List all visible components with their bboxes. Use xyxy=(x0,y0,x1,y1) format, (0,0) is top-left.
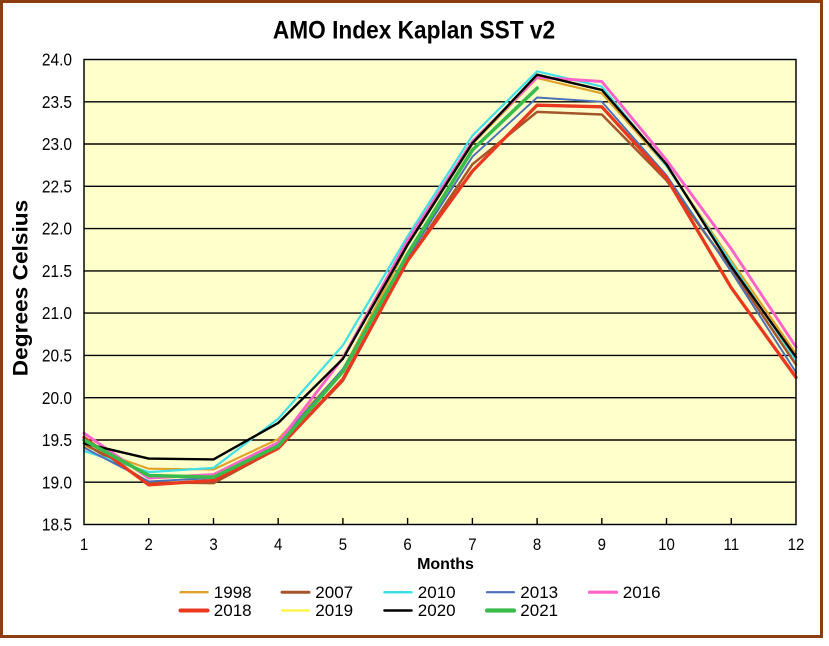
svg-text:10: 10 xyxy=(658,536,675,554)
svg-text:23.0: 23.0 xyxy=(42,134,72,154)
svg-text:2018: 2018 xyxy=(214,601,252,620)
svg-text:Months: Months xyxy=(417,556,474,573)
svg-text:22.5: 22.5 xyxy=(42,177,72,197)
svg-text:9: 9 xyxy=(598,536,607,554)
svg-text:19.5: 19.5 xyxy=(42,430,72,450)
svg-text:8: 8 xyxy=(533,536,542,554)
svg-text:3: 3 xyxy=(209,536,218,554)
svg-text:1: 1 xyxy=(80,536,89,554)
svg-text:20.0: 20.0 xyxy=(42,388,72,408)
svg-text:AMO Index Kaplan SST v2: AMO Index Kaplan SST v2 xyxy=(273,17,555,45)
svg-text:22.0: 22.0 xyxy=(42,219,72,239)
svg-text:19.0: 19.0 xyxy=(42,472,72,492)
svg-text:21.0: 21.0 xyxy=(42,303,72,323)
svg-text:2: 2 xyxy=(145,536,153,554)
svg-text:24.0: 24.0 xyxy=(42,50,72,70)
svg-text:6: 6 xyxy=(403,536,412,554)
svg-text:2010: 2010 xyxy=(418,583,456,602)
svg-text:21.5: 21.5 xyxy=(42,261,72,281)
svg-text:Degrees Celsius: Degrees Celsius xyxy=(8,200,32,376)
svg-text:11: 11 xyxy=(724,536,740,554)
svg-text:2016: 2016 xyxy=(623,583,661,602)
svg-text:2020: 2020 xyxy=(418,601,456,620)
svg-text:1998: 1998 xyxy=(214,583,252,602)
svg-text:5: 5 xyxy=(339,536,348,554)
svg-text:20.5: 20.5 xyxy=(42,346,72,366)
svg-text:12: 12 xyxy=(788,536,805,554)
svg-text:7: 7 xyxy=(468,536,476,554)
svg-text:18.5: 18.5 xyxy=(42,515,72,535)
svg-text:4: 4 xyxy=(274,536,283,554)
svg-text:2021: 2021 xyxy=(520,601,558,620)
svg-text:2007: 2007 xyxy=(315,583,353,602)
svg-text:23.5: 23.5 xyxy=(42,92,72,112)
svg-text:2013: 2013 xyxy=(520,583,558,602)
svg-text:2019: 2019 xyxy=(315,601,353,620)
